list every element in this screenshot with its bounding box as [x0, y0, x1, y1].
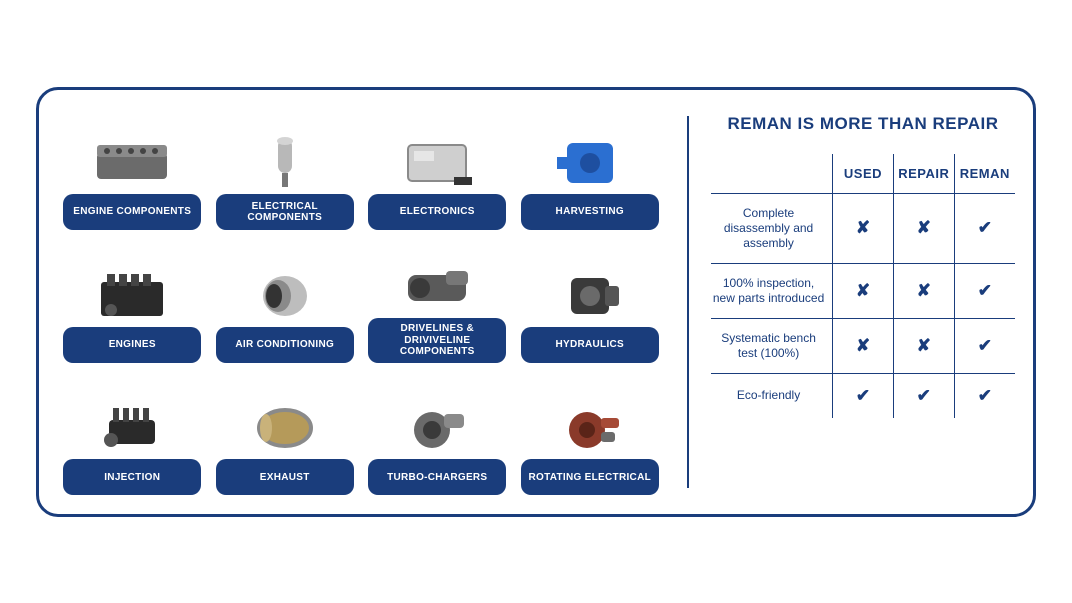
category-card: ENGINE COMPONENTS [61, 108, 204, 231]
category-card: TURBO-CHARGERS [366, 373, 509, 496]
category-card: ROTATING ELECTRICAL [519, 373, 662, 496]
comparison-cell: ✔ [954, 373, 1015, 418]
check-icon: ✔ [856, 386, 870, 406]
category-card: HARVESTING [519, 108, 662, 231]
gearbox-blue-icon [547, 128, 633, 194]
category-label: ENGINES [63, 327, 201, 363]
comparison-panel: REMAN IS MORE THAN REPAIR USED REPAIR RE… [711, 108, 1015, 496]
vertical-divider [687, 116, 689, 488]
comparison-cell: ✘ [893, 318, 954, 373]
category-card: ELECTRONICS [366, 108, 509, 231]
cross-icon: ✘ [917, 336, 931, 356]
compressor-icon [242, 261, 328, 327]
dpf-icon [242, 393, 328, 459]
category-card: ELECTRICAL COMPONENTS [214, 108, 357, 231]
category-label: INJECTION [63, 459, 201, 495]
category-card: EXHAUST [214, 373, 357, 496]
category-card: AIR CONDITIONING [214, 240, 357, 363]
comparison-cell: ✘ [833, 193, 894, 263]
turbo-icon [394, 393, 480, 459]
check-icon: ✔ [978, 218, 992, 238]
comparison-row-label: 100% inspection, new parts introduced [711, 263, 833, 318]
category-label: ELECTRONICS [368, 194, 506, 230]
ecu-icon [394, 128, 480, 194]
category-label: AIR CONDITIONING [216, 327, 354, 363]
comparison-row-label: Systematic bench test (100%) [711, 318, 833, 373]
cross-icon: ✘ [917, 281, 931, 301]
category-label: ENGINE COMPONENTS [63, 194, 201, 230]
comparison-row: Systematic bench test (100%) ✘ ✘ ✔ [711, 318, 1015, 373]
comparison-cell: ✔ [954, 263, 1015, 318]
category-label: ELECTRICAL COMPONENTS [216, 194, 354, 230]
comparison-row-label: Eco-friendly [711, 373, 833, 418]
comparison-cell: ✘ [893, 263, 954, 318]
category-label: EXHAUST [216, 459, 354, 495]
check-icon: ✔ [978, 281, 992, 301]
cross-icon: ✘ [856, 336, 870, 356]
solenoid-icon [242, 128, 328, 194]
alternator-icon [547, 393, 633, 459]
cross-icon: ✘ [856, 281, 870, 301]
cross-icon: ✘ [856, 218, 870, 238]
check-icon: ✔ [978, 386, 992, 406]
check-icon: ✔ [978, 336, 992, 356]
comparison-row: Eco-friendly ✔ ✔ ✔ [711, 373, 1015, 418]
comparison-cell: ✔ [954, 193, 1015, 263]
category-card: DRIVELINES & DRIVIVELINE COMPONENTS [366, 240, 509, 363]
category-card: INJECTION [61, 373, 204, 496]
info-frame: ENGINE COMPONENTS ELECTRICAL COMPONENTS EL… [36, 87, 1036, 517]
engine-block-icon [89, 128, 175, 194]
comparison-cell: ✔ [954, 318, 1015, 373]
comparison-table: USED REPAIR REMAN Complete disassembly a… [711, 154, 1015, 418]
injection-pump-icon [89, 393, 175, 459]
cross-icon: ✘ [917, 218, 931, 238]
engine-icon [89, 261, 175, 327]
comparison-header-row: USED REPAIR REMAN [711, 154, 1015, 194]
comparison-row-label: Complete disassembly and assembly [711, 193, 833, 263]
transmission-icon [394, 252, 480, 318]
comparison-cell: ✘ [833, 318, 894, 373]
comparison-cell: ✔ [893, 373, 954, 418]
category-label: DRIVELINES & DRIVIVELINE COMPONENTS [368, 318, 506, 363]
comparison-title: REMAN IS MORE THAN REPAIR [711, 114, 1015, 134]
hydraulic-pump-icon [547, 261, 633, 327]
comparison-header: REPAIR [893, 154, 954, 194]
comparison-row: Complete disassembly and assembly ✘ ✘ ✔ [711, 193, 1015, 263]
comparison-header-blank [711, 154, 833, 194]
category-grid: ENGINE COMPONENTS ELECTRICAL COMPONENTS EL… [61, 108, 661, 496]
comparison-cell: ✘ [833, 263, 894, 318]
category-label: HARVESTING [521, 194, 659, 230]
category-label: HYDRAULICS [521, 327, 659, 363]
comparison-row: 100% inspection, new parts introduced ✘ ✘ ✔ [711, 263, 1015, 318]
comparison-cell: ✔ [833, 373, 894, 418]
comparison-header: USED [833, 154, 894, 194]
category-label: TURBO-CHARGERS [368, 459, 506, 495]
category-label: ROTATING ELECTRICAL [521, 459, 659, 495]
comparison-body: Complete disassembly and assembly✘✘✔100%… [711, 193, 1015, 418]
category-card: ENGINES [61, 240, 204, 363]
check-icon: ✔ [917, 386, 931, 406]
category-card: HYDRAULICS [519, 240, 662, 363]
comparison-header: REMAN [954, 154, 1015, 194]
comparison-cell: ✘ [893, 193, 954, 263]
